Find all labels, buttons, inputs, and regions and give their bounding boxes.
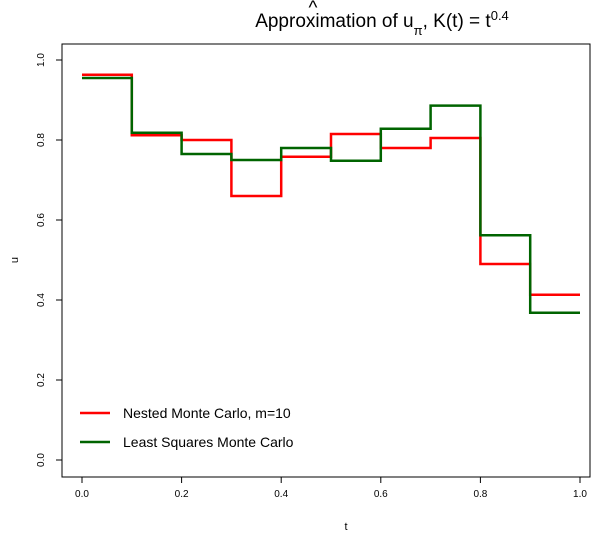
chart-title-subscript: π <box>414 23 423 38</box>
chart-title-prefix: Approximation of <box>255 11 403 32</box>
y-tick-label: 0.4 <box>36 293 47 307</box>
series-line-least-squares-monte-carlo <box>82 76 580 315</box>
x-tick-label: 0.4 <box>274 489 288 500</box>
y-tick-label: 0.2 <box>36 373 47 387</box>
legend: Nested Monte Carlo, m=10 Least Squares M… <box>80 405 294 450</box>
chart-title: Approximation of uπ, K(t) = t0.4 <box>255 8 509 38</box>
y-axis-label: u <box>9 257 21 263</box>
chart-title-symbol: u <box>403 11 414 32</box>
x-tick-label: 0.6 <box>374 489 388 500</box>
chart-title-middle: , K(t) = t <box>423 11 492 32</box>
series-line-nested-monte-carlo <box>82 73 580 297</box>
x-tick-label: 1.0 <box>573 489 587 500</box>
legend-label-nested: Nested Monte Carlo, m=10 <box>123 405 291 421</box>
y-tick-label: 1.0 <box>36 53 47 67</box>
y-axis: 0.0 0.2 0.4 0.6 0.8 1.0 <box>36 53 63 467</box>
y-tick-label: 0.6 <box>36 213 47 227</box>
x-axis: 0.0 0.2 0.4 0.6 0.8 1.0 <box>75 476 587 500</box>
x-tick-label: 0.0 <box>75 489 89 500</box>
chart-title-superscript: 0.4 <box>491 8 509 23</box>
legend-label-lsmc: Least Squares Monte Carlo <box>123 434 294 450</box>
y-tick-label: 0.0 <box>36 453 47 467</box>
series-layer <box>82 73 580 315</box>
chart-title-hat: ^ <box>309 0 318 19</box>
x-tick-label: 0.2 <box>175 489 189 500</box>
x-tick-label: 0.8 <box>473 489 487 500</box>
y-tick-label: 0.8 <box>36 133 47 147</box>
x-axis-label: t <box>344 521 347 533</box>
